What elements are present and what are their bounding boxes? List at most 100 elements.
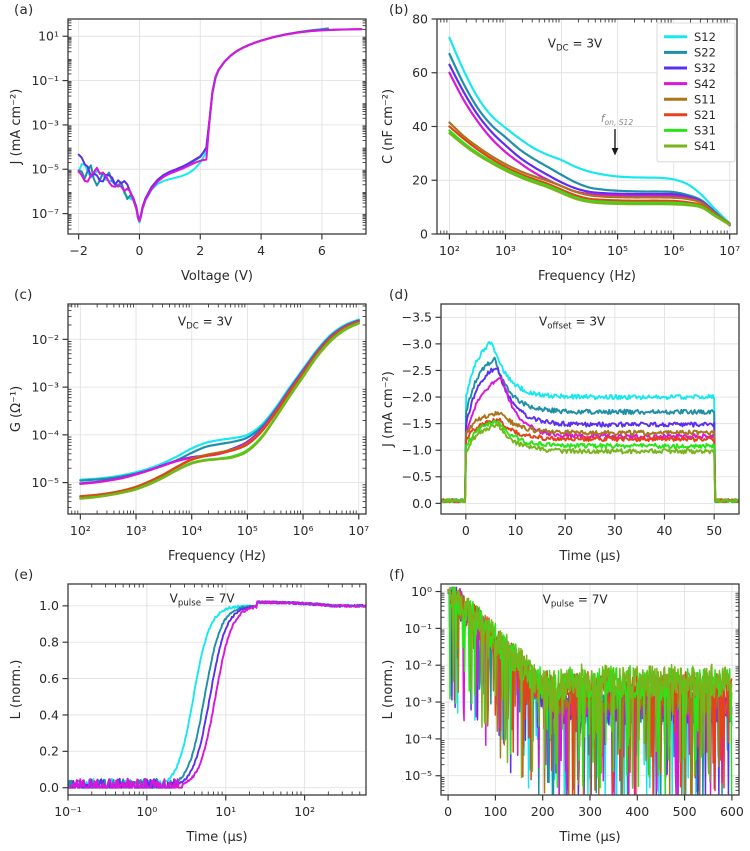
plot-annotation-f-0: Vpulse = 7V [542, 592, 608, 610]
y-tick-label: 10⁻⁴ [404, 731, 432, 746]
legend-label: S41 [694, 139, 716, 153]
x-tick-label: 400 [625, 804, 649, 819]
legend-label: S22 [694, 46, 716, 60]
gridlines [441, 304, 739, 514]
data-series-group [441, 341, 739, 504]
panel-label-e: (e) [14, 567, 34, 583]
legend-item[interactable]: S22 [664, 46, 716, 60]
series-line [79, 319, 360, 482]
plot-svg-e: 10⁻¹ 10⁰ 10¹ 10² 0.0 0.2 0.4 0.6 0.8 1.0 Time (μs)… [9, 583, 367, 845]
x-axis-label: Frequency (Hz) [538, 269, 636, 284]
tick-labels: −2 0 2 4 6 10⁻⁷ 10⁻⁵ 10⁻³ 10⁻¹ 10¹ [31, 29, 325, 258]
x-tick-label: 600 [720, 804, 744, 819]
series-line [441, 376, 739, 504]
panel-label-a: (a) [14, 2, 34, 18]
series-line [68, 600, 366, 789]
y-tick-label: 10⁻³ [31, 117, 59, 132]
plot-panel-f: 0 100 200 300 400 500 600 10⁻⁵ 10⁻⁴ 10⁻³ 10⁻² 10⁻¹ 1… [375, 565, 750, 851]
y-axis-label: L (norm.) [381, 660, 396, 720]
legend-item[interactable]: S21 [664, 108, 716, 122]
y-tick-label: 0 [420, 226, 428, 241]
plot-panel-c: 10² 10³ 10⁴ 10⁵ 10⁶ 10⁷ 10⁻⁵ 10⁻⁴ 10⁻³ 10⁻² Freque… [0, 285, 375, 570]
series-line [447, 586, 733, 789]
x-tick-label: 20 [557, 523, 573, 538]
plot-svg-d: 0 10 20 30 40 50 0.0 −0.5 −1.0 −1.5 −2.0 −2.5 −3.0 −3… [381, 303, 740, 564]
x-tick-label: 10⁶ [293, 523, 314, 538]
legend-label: S31 [694, 124, 716, 138]
axes-frame [440, 303, 740, 515]
y-tick-label: 0.4 [39, 707, 59, 722]
y-axis-label: J (mA cm⁻²) [9, 89, 24, 166]
y-tick-label: 10⁻² [31, 332, 59, 347]
series-line [79, 318, 360, 481]
y-tick-label: 80 [412, 11, 428, 26]
y-tick-label: 10⁻⁷ [31, 206, 59, 221]
series-line [441, 410, 739, 504]
plot-annotation-e-0: Vpulse = 7V [169, 591, 235, 609]
x-tick-label: 10⁻¹ [54, 804, 82, 819]
tick-labels: 0 10 20 30 40 50 0.0 −0.5 −1.0 −1.5 −2.0 −2.5 −3.0 −3… [402, 310, 723, 538]
x-tick-label: 10⁷ [348, 523, 369, 538]
y-tick-label: 60 [412, 65, 428, 80]
x-tick-label: 300 [578, 804, 602, 819]
x-tick-label: 10³ [495, 243, 516, 258]
y-tick-label: 10⁻³ [404, 694, 432, 709]
legend-label: S11 [694, 92, 716, 106]
plot-panel-b: 10² 10³ 10⁴ 10⁵ 10⁶ 10⁷ 0 20 40 60 80 Frequency (Hz… [375, 0, 750, 290]
plot-annotation-b-1: fon, S12 [600, 113, 634, 128]
y-tick-label: 10⁰ [411, 584, 432, 599]
legend-item[interactable]: S32 [664, 61, 716, 75]
x-tick-label: 30 [607, 523, 623, 538]
plot-panel-d: 0 10 20 30 40 50 0.0 −0.5 −1.0 −1.5 −2.0 −2.5 −3.0 −3… [375, 285, 750, 570]
y-axis-label: C (nF cm⁻²) [381, 89, 396, 164]
x-tick-label: 10⁵ [237, 523, 258, 538]
gridlines [68, 19, 366, 234]
legend-item[interactable]: S11 [664, 92, 716, 106]
y-tick-label: 0.0 [412, 496, 432, 511]
x-tick-label: 0 [462, 523, 470, 538]
panel-label-f: (f) [389, 567, 405, 583]
gridlines [68, 304, 366, 514]
series-line [448, 129, 731, 226]
series-line [441, 367, 739, 504]
series-line [448, 52, 731, 226]
series-line [441, 422, 739, 504]
legend-item[interactable]: S41 [664, 139, 716, 153]
x-axis-label: Frequency (Hz) [168, 549, 266, 564]
tick-labels: 10⁻¹ 10⁰ 10¹ 10² 0.0 0.2 0.4 0.6 0.8 1.0 [39, 598, 315, 819]
legend-label: S21 [694, 108, 716, 122]
series-line [77, 28, 363, 223]
y-tick-label: 10⁻³ [31, 380, 59, 395]
series-line [441, 419, 739, 504]
legend-label: S42 [694, 77, 716, 91]
series-line [448, 121, 731, 225]
y-tick-label: −2.5 [402, 363, 432, 378]
plot-svg-b: 10² 10³ 10⁴ 10⁵ 10⁶ 10⁷ 0 20 40 60 80 Frequency (Hz… [381, 11, 740, 284]
plot-panel-e: 10⁻¹ 10⁰ 10¹ 10² 0.0 0.2 0.4 0.6 0.8 1.0 Time (μs)… [0, 565, 375, 851]
data-series-group [447, 586, 733, 795]
x-tick-label: 100 [483, 804, 507, 819]
plot-svg-a: −2 0 2 4 6 10⁻⁷ 10⁻⁵ 10⁻³ 10⁻¹ 10¹ Voltage (V) J (m… [9, 18, 367, 284]
x-axis-label: Voltage (V) [181, 269, 253, 284]
axes-frame [67, 583, 367, 796]
x-tick-label: 10² [70, 523, 91, 538]
tick-labels: 10² 10³ 10⁴ 10⁵ 10⁶ 10⁷ 0 20 40 60 80 [412, 11, 740, 258]
y-tick-label: 0.8 [39, 635, 59, 650]
x-tick-label: 10² [439, 243, 460, 258]
legend-item[interactable]: S31 [664, 124, 716, 138]
series-line [68, 600, 366, 789]
y-tick-label: 0.2 [39, 744, 59, 759]
series-line [448, 71, 731, 227]
legend-item[interactable]: S42 [664, 77, 716, 91]
x-tick-label: 10¹ [215, 804, 236, 819]
legend-item[interactable]: S12 [664, 30, 716, 44]
data-series-group [77, 27, 363, 224]
x-tick-label: 10 [508, 523, 524, 538]
y-tick-label: 0.0 [39, 780, 59, 795]
x-tick-label: 10⁴ [551, 243, 572, 258]
x-tick-label: 10⁶ [663, 243, 684, 258]
y-tick-label: −0.5 [402, 469, 432, 484]
series-line [448, 132, 731, 226]
series-line [68, 600, 366, 789]
